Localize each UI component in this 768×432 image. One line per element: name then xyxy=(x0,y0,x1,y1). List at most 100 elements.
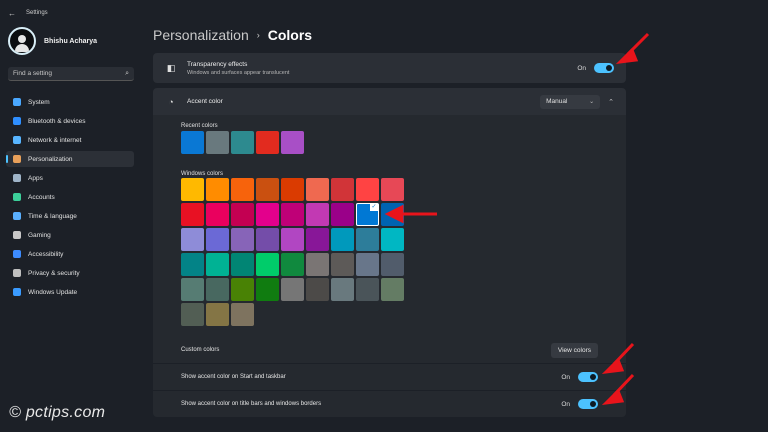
accent-color-title: Accent color xyxy=(187,98,223,105)
arrow-transparency xyxy=(626,32,650,56)
windows-color-swatch[interactable] xyxy=(281,178,304,201)
start-taskbar-state: On xyxy=(561,373,570,381)
transparency-title: Transparency effects xyxy=(187,60,248,68)
chevron-down-icon: ⌄ xyxy=(589,99,595,105)
sidebar-item-time-language[interactable]: Time & language xyxy=(6,208,134,224)
accent-mode-dropdown[interactable]: Manual ⌄ xyxy=(540,94,601,109)
custom-colors-label: Custom colors xyxy=(181,347,220,353)
windows-color-swatch[interactable] xyxy=(306,178,329,201)
windows-color-swatch[interactable] xyxy=(331,203,354,226)
windows-color-swatch[interactable] xyxy=(181,303,204,326)
sidebar-item-personalization[interactable]: Personalization xyxy=(6,151,134,167)
windows-color-swatch[interactable] xyxy=(281,278,304,301)
windows-color-swatch[interactable] xyxy=(206,228,229,251)
sidebar-item-label: Bluetooth & devices xyxy=(28,117,86,125)
windows-color-swatch[interactable] xyxy=(231,303,254,326)
windows-color-swatch[interactable] xyxy=(181,278,204,301)
windows-color-swatch[interactable] xyxy=(306,228,329,251)
update-icon xyxy=(13,288,21,296)
recent-color-swatch[interactable] xyxy=(231,131,254,154)
windows-color-swatch[interactable] xyxy=(206,303,229,326)
sidebar-item-windows-update[interactable]: Windows Update xyxy=(6,284,134,300)
windows-color-swatch[interactable] xyxy=(331,228,354,251)
sidebar-item-system[interactable]: System xyxy=(6,94,134,110)
sidebar-item-label: Network & internet xyxy=(28,136,82,144)
globe-clock-icon xyxy=(13,212,21,220)
windows-color-swatch[interactable] xyxy=(281,228,304,251)
avatar xyxy=(8,27,36,55)
windows-color-swatch[interactable] xyxy=(181,253,204,276)
sidebar-item-accessibility[interactable]: Accessibility xyxy=(6,246,134,262)
sidebar-item-privacy-security[interactable]: Privacy & security xyxy=(6,265,134,281)
windows-color-swatch[interactable] xyxy=(331,178,354,201)
windows-color-swatch[interactable] xyxy=(356,228,379,251)
sidebar-item-gaming[interactable]: Gaming xyxy=(6,227,134,243)
title-bars-state: On xyxy=(561,400,570,408)
windows-color-swatch[interactable] xyxy=(181,203,204,226)
back-arrow-icon[interactable]: ← xyxy=(8,8,16,18)
start-taskbar-toggle[interactable] xyxy=(578,372,598,382)
transparency-effects-row: ◧ Transparency effects Windows and surfa… xyxy=(153,53,626,83)
person-icon xyxy=(13,193,21,201)
accent-mode-value: Manual xyxy=(546,98,568,105)
chevron-up-icon[interactable]: ⌃ xyxy=(608,98,614,106)
sidebar-item-bluetooth-devices[interactable]: Bluetooth & devices xyxy=(6,113,134,129)
view-colors-button[interactable]: View colors xyxy=(550,342,598,358)
sidebar-item-label: Time & language xyxy=(28,212,77,220)
sidebar-item-label: Privacy & security xyxy=(28,269,80,277)
windows-color-swatch[interactable] xyxy=(206,178,229,201)
search-input[interactable]: Find a setting ⌕ xyxy=(8,67,134,81)
sidebar-item-label: Accounts xyxy=(28,193,55,201)
title-bars-toggle[interactable] xyxy=(578,399,598,409)
windows-color-swatch[interactable] xyxy=(306,253,329,276)
recent-color-swatch[interactable] xyxy=(281,131,304,154)
windows-color-swatch[interactable] xyxy=(256,228,279,251)
windows-color-swatch[interactable] xyxy=(256,253,279,276)
palette-icon: ◔ xyxy=(168,96,174,107)
windows-color-swatch[interactable] xyxy=(306,203,329,226)
windows-color-swatch[interactable] xyxy=(206,203,229,226)
sidebar-item-accounts[interactable]: Accounts xyxy=(6,189,134,205)
recent-color-swatch[interactable] xyxy=(256,131,279,154)
windows-color-swatch[interactable] xyxy=(281,203,304,226)
windows-color-swatch[interactable] xyxy=(231,178,254,201)
windows-color-swatch[interactable] xyxy=(256,178,279,201)
recent-colors-label: Recent colors xyxy=(181,123,218,129)
windows-color-swatch[interactable] xyxy=(381,278,404,301)
sidebar-item-network-internet[interactable]: Network & internet xyxy=(6,132,134,148)
breadcrumb-separator: › xyxy=(256,30,260,40)
windows-color-swatch[interactable] xyxy=(331,253,354,276)
windows-color-swatch[interactable] xyxy=(356,253,379,276)
windows-color-swatch[interactable] xyxy=(381,203,404,226)
windows-color-swatch[interactable] xyxy=(356,178,379,201)
windows-color-swatch[interactable] xyxy=(381,228,404,251)
windows-color-swatch[interactable] xyxy=(206,253,229,276)
accent-color-row[interactable]: ◔ Accent color Manual ⌄ ⌃ xyxy=(153,88,626,115)
windows-color-swatch[interactable] xyxy=(231,203,254,226)
windows-color-swatch[interactable] xyxy=(231,253,254,276)
user-profile[interactable]: Bhishu Acharya xyxy=(8,27,97,55)
windows-color-swatch[interactable] xyxy=(206,278,229,301)
accessibility-icon xyxy=(13,250,21,258)
windows-color-swatch[interactable] xyxy=(256,278,279,301)
windows-color-swatch[interactable] xyxy=(181,228,204,251)
windows-color-swatch[interactable] xyxy=(356,278,379,301)
recent-color-swatch[interactable] xyxy=(206,131,229,154)
breadcrumb-parent[interactable]: Personalization xyxy=(153,27,249,43)
windows-color-swatch[interactable]: ✓ xyxy=(356,203,379,226)
windows-color-swatch[interactable] xyxy=(231,278,254,301)
windows-color-swatch[interactable] xyxy=(381,253,404,276)
search-icon[interactable]: ⌕ xyxy=(125,69,129,77)
windows-color-swatch[interactable] xyxy=(281,253,304,276)
windows-color-swatch[interactable] xyxy=(306,278,329,301)
windows-color-swatch[interactable] xyxy=(331,278,354,301)
recent-color-swatch[interactable] xyxy=(181,131,204,154)
windows-color-swatch[interactable] xyxy=(231,228,254,251)
windows-color-swatch[interactable] xyxy=(381,178,404,201)
bluetooth-icon xyxy=(13,117,21,125)
windows-color-swatch[interactable] xyxy=(181,178,204,201)
windows-color-swatch[interactable] xyxy=(256,203,279,226)
sidebar-item-apps[interactable]: Apps xyxy=(6,170,134,186)
transparency-toggle[interactable] xyxy=(594,63,614,73)
start-taskbar-row: Show accent color on Start and taskbar O… xyxy=(153,363,626,390)
